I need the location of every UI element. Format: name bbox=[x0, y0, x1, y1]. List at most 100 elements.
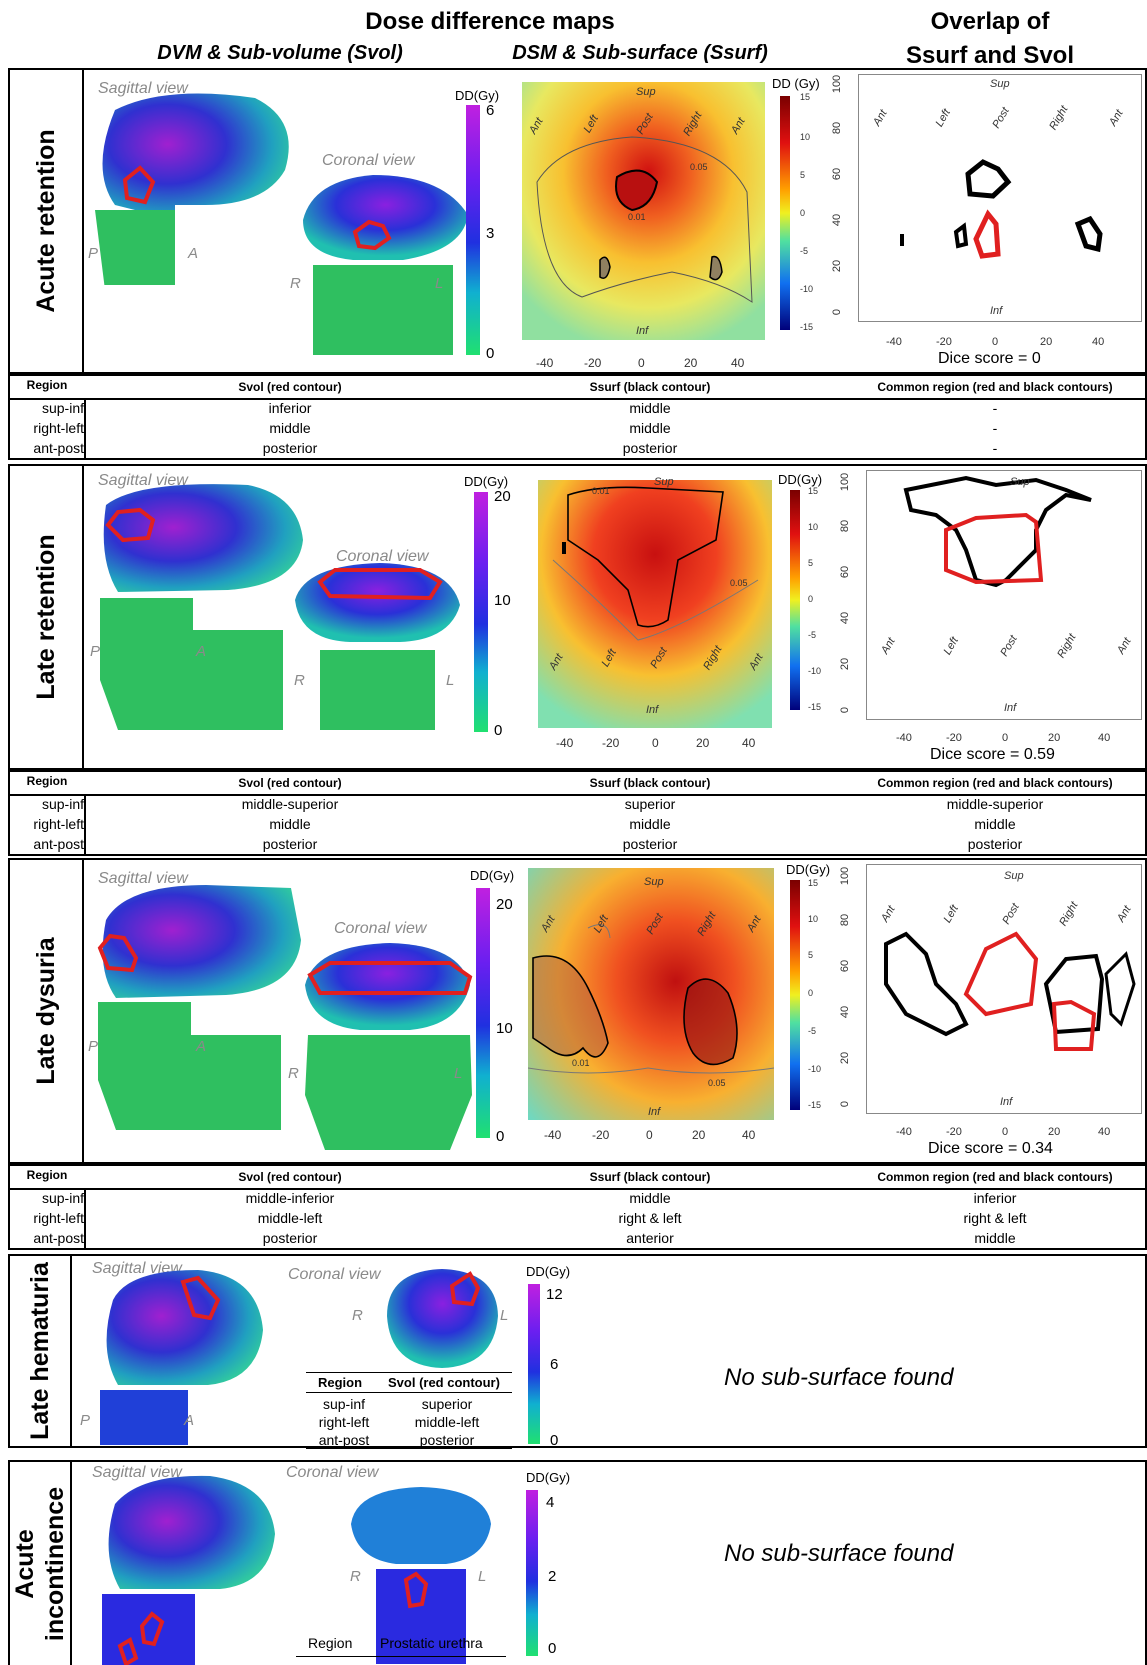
dsm-tick: 15 bbox=[800, 92, 811, 102]
ov-xtick: 20 bbox=[1048, 1126, 1061, 1138]
ssurf-ant-post: anterior bbox=[626, 1230, 674, 1246]
label-A: A bbox=[196, 1038, 207, 1055]
common-right-left: right & left bbox=[963, 1210, 1027, 1226]
common-header: Common region (red and black contours) bbox=[877, 776, 1113, 790]
svol-right-left: middle-left bbox=[414, 1414, 480, 1430]
region-header: Region bbox=[26, 378, 68, 392]
ssurf-sup-inf: superior bbox=[624, 796, 676, 812]
panel-late-dysuria: Late dysuria bbox=[8, 858, 1147, 1164]
panel-late-hematuria: Late hematuria bbox=[8, 1254, 1147, 1448]
cbar-tick-top: 20 bbox=[494, 488, 511, 505]
col2-header: DSM & Sub-surface (Ssurf) bbox=[512, 42, 768, 64]
dsm-colorbar bbox=[790, 880, 800, 1110]
cbar-tick-top: 4 bbox=[546, 1494, 555, 1511]
cbar-title: DD(Gy) bbox=[526, 1470, 571, 1485]
panel-acute-incontinence: Acute incontinence bbox=[8, 1460, 1147, 1665]
cbar-tick-bot: 0 bbox=[548, 1640, 557, 1657]
x-tick: 0 bbox=[638, 356, 645, 370]
row-label: Late retention bbox=[10, 466, 84, 768]
svol-sup-inf: middle-superior bbox=[241, 796, 339, 812]
ssurf-header: Ssurf (black contour) bbox=[589, 776, 711, 790]
dsm-colorbar bbox=[780, 96, 790, 330]
x-tick: 40 bbox=[742, 1128, 756, 1142]
ov-xtick: 40 bbox=[1098, 1126, 1111, 1138]
row-sup-inf: sup-inf bbox=[41, 796, 84, 812]
dsm-sup: Sup bbox=[636, 86, 656, 98]
x-tick: 20 bbox=[692, 1128, 706, 1142]
sagittal-label: Sagittal view bbox=[98, 472, 188, 489]
svol-right-left: middle bbox=[269, 816, 311, 832]
x-tick: -20 bbox=[602, 736, 620, 750]
row-right-left: right-left bbox=[33, 816, 84, 832]
cbar-title: DD(Gy) bbox=[470, 868, 515, 883]
x-tick: -20 bbox=[592, 1128, 610, 1142]
dvm-colorbar bbox=[474, 492, 488, 732]
no-subsurface-text: No sub-surface found bbox=[724, 1540, 954, 1567]
dsm-tick: 0 bbox=[808, 988, 814, 998]
ov-ytick: 60 bbox=[831, 167, 844, 181]
dsm-sup: Sup bbox=[654, 476, 674, 488]
mini-svol-header: Svol (red contour) bbox=[388, 1375, 500, 1390]
ssurf-right-left: middle bbox=[629, 420, 671, 436]
overlap-plot bbox=[858, 74, 1142, 322]
overlap-plot bbox=[866, 864, 1142, 1114]
dsm-tick: 0 bbox=[800, 208, 806, 218]
dsm-colorbar bbox=[790, 490, 800, 710]
row-ant-post: ant-post bbox=[33, 836, 84, 852]
sagittal-map bbox=[100, 1270, 263, 1445]
cbar-tick-bot: 0 bbox=[486, 345, 495, 362]
dice-score: Dice score = 0 bbox=[938, 350, 1041, 367]
ov-xtick: 20 bbox=[1040, 336, 1053, 348]
label-A: A bbox=[188, 245, 199, 262]
label-P: P bbox=[80, 1412, 91, 1429]
x-tick: -40 bbox=[536, 356, 554, 370]
ov-ytick: 20 bbox=[839, 1051, 852, 1065]
dsm-map bbox=[528, 868, 774, 1120]
row-ant-post: ant-post bbox=[33, 440, 84, 456]
coronal-map bbox=[305, 943, 473, 1150]
common-sup-inf: middle-superior bbox=[946, 796, 1044, 812]
region-table-2: Region Svol (red contour) Ssurf (black c… bbox=[8, 770, 1147, 856]
sagittal-map bbox=[97, 885, 302, 1130]
dsm-tick: -10 bbox=[808, 1064, 822, 1074]
common-header: Common region (red and black contours) bbox=[877, 380, 1113, 394]
dsm-map bbox=[522, 82, 765, 340]
ov-inf: Inf bbox=[1000, 1096, 1013, 1108]
coronal-map bbox=[387, 1269, 498, 1368]
label-R: R bbox=[352, 1307, 363, 1324]
dsm-contour-005: 0.05 bbox=[708, 1078, 726, 1088]
ov-ytick: 60 bbox=[839, 959, 852, 973]
cbar-tick-top: 12 bbox=[546, 1286, 563, 1303]
label-A: A bbox=[196, 643, 207, 660]
dsm-sup: Sup bbox=[644, 876, 664, 888]
dsm-contour-001: 0.01 bbox=[572, 1058, 590, 1068]
region-table-1: Region Svol (red contour) Ssurf (black c… bbox=[8, 374, 1147, 460]
row-sup-inf: sup-inf bbox=[41, 1190, 84, 1206]
x-tick: 0 bbox=[646, 1128, 653, 1142]
svol-header: Svol (red contour) bbox=[238, 380, 342, 394]
common-right-left: middle bbox=[974, 816, 1016, 832]
dsm-tick: 5 bbox=[808, 950, 814, 960]
mini-region-header: Region bbox=[318, 1375, 363, 1390]
ssurf-header: Ssurf (black contour) bbox=[589, 1170, 711, 1184]
svol-header: Svol (red contour) bbox=[238, 1170, 342, 1184]
ov-ytick: 80 bbox=[839, 913, 852, 927]
ov-ytick: 80 bbox=[839, 519, 852, 533]
svol-ant-post: posterior bbox=[262, 836, 318, 852]
ov-sup: Sup bbox=[1004, 870, 1024, 882]
ov-xtick: -20 bbox=[936, 336, 952, 348]
dsm-tick: 10 bbox=[808, 914, 819, 924]
dsm-contour-001: 0.01 bbox=[628, 212, 646, 222]
common-ant-post: - bbox=[992, 440, 998, 456]
label-L: L bbox=[435, 275, 444, 292]
cbar-tick-bot: 0 bbox=[550, 1432, 559, 1449]
region-header: Region bbox=[26, 1168, 68, 1182]
dsm-tick: -5 bbox=[800, 246, 809, 256]
sagittal-label: Sagittal view bbox=[98, 80, 188, 97]
coronal-label: Coronal view bbox=[322, 152, 415, 169]
svol-ant-post: posterior bbox=[262, 440, 318, 456]
common-header: Common region (red and black contours) bbox=[877, 1170, 1113, 1184]
ov-ytick: 0 bbox=[831, 308, 844, 316]
x-tick: 40 bbox=[731, 356, 745, 370]
region-table-3: Region Svol (red contour) Ssurf (black c… bbox=[8, 1164, 1147, 1250]
